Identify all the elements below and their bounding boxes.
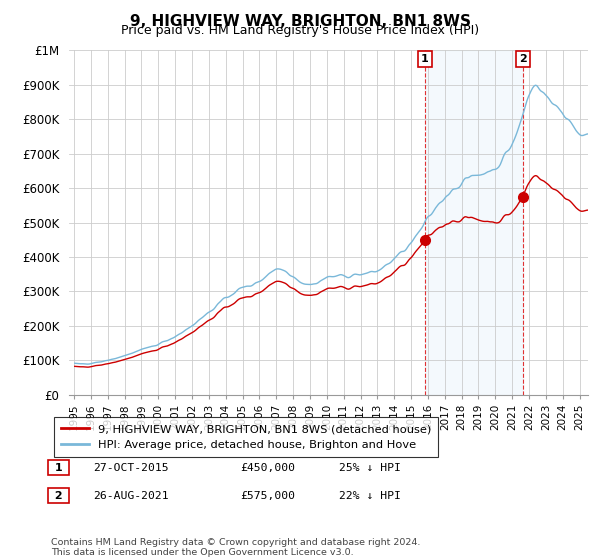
Text: 2: 2 bbox=[519, 54, 527, 64]
Text: £575,000: £575,000 bbox=[240, 491, 295, 501]
Text: 1: 1 bbox=[421, 54, 429, 64]
Legend: 9, HIGHVIEW WAY, BRIGHTON, BN1 8WS (detached house), HPI: Average price, detache: 9, HIGHVIEW WAY, BRIGHTON, BN1 8WS (deta… bbox=[53, 417, 438, 456]
Text: 22% ↓ HPI: 22% ↓ HPI bbox=[339, 491, 401, 501]
Text: £450,000: £450,000 bbox=[240, 463, 295, 473]
Text: Contains HM Land Registry data © Crown copyright and database right 2024.
This d: Contains HM Land Registry data © Crown c… bbox=[51, 538, 421, 557]
Text: 1: 1 bbox=[51, 463, 67, 473]
Bar bbox=[425, 50, 523, 395]
Text: 25% ↓ HPI: 25% ↓ HPI bbox=[339, 463, 401, 473]
Text: 27-OCT-2015: 27-OCT-2015 bbox=[93, 463, 169, 473]
Text: 26-AUG-2021: 26-AUG-2021 bbox=[93, 491, 169, 501]
Text: 9, HIGHVIEW WAY, BRIGHTON, BN1 8WS: 9, HIGHVIEW WAY, BRIGHTON, BN1 8WS bbox=[130, 14, 470, 29]
Text: 2: 2 bbox=[51, 491, 67, 501]
Text: Price paid vs. HM Land Registry's House Price Index (HPI): Price paid vs. HM Land Registry's House … bbox=[121, 24, 479, 37]
